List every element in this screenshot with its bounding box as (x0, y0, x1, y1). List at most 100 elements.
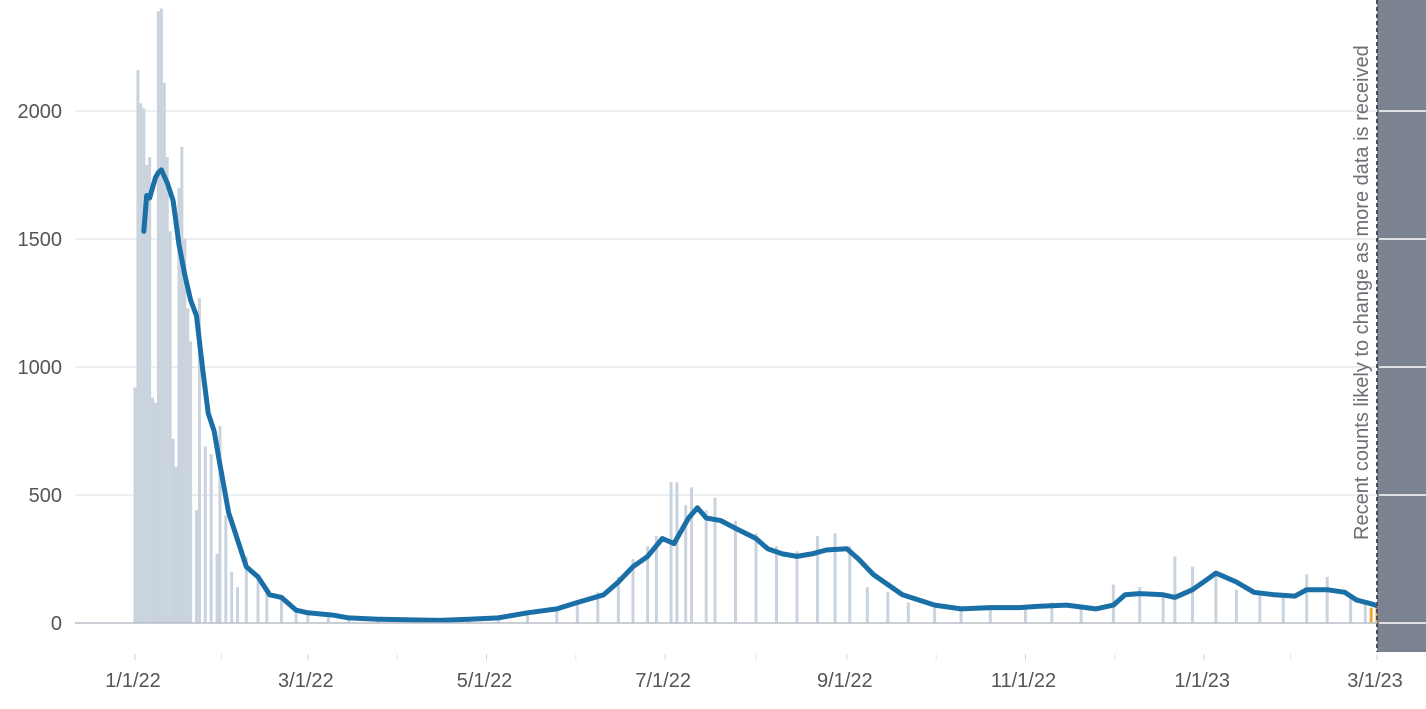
bar (933, 607, 937, 623)
bar (575, 599, 579, 623)
bar (174, 466, 178, 623)
bar (596, 592, 600, 623)
y-tick-label: 1500 (18, 229, 63, 251)
bar (1050, 602, 1054, 623)
x-tick-label: 11/1/22 (991, 670, 1056, 692)
bar (886, 592, 890, 623)
bar (256, 574, 260, 623)
bar (526, 611, 530, 623)
bar (177, 187, 181, 624)
bar (848, 546, 852, 623)
bar (142, 108, 146, 623)
bar (279, 599, 283, 623)
bar (265, 587, 269, 623)
recent-bar (1369, 607, 1373, 623)
bar (616, 576, 620, 623)
grid-lines (75, 110, 1426, 496)
bar (1190, 566, 1194, 623)
average-line (141, 167, 1398, 623)
bar (1173, 556, 1177, 623)
bar (1161, 594, 1165, 623)
bar (675, 482, 679, 623)
bar (959, 608, 963, 623)
bar (646, 546, 650, 623)
bar (151, 397, 155, 623)
bar (180, 146, 184, 623)
bar (139, 103, 143, 623)
bar (795, 551, 799, 623)
bar (704, 510, 708, 623)
bar (186, 308, 190, 623)
bar (183, 239, 187, 623)
x-tick-label: 5/1/22 (457, 670, 513, 692)
bar (865, 587, 869, 623)
average-line-series (141, 167, 1398, 623)
bar (162, 82, 166, 624)
bar (1138, 587, 1142, 623)
bar (988, 607, 992, 623)
bar (1023, 605, 1027, 623)
bar (654, 535, 658, 623)
bar (224, 515, 228, 623)
bar (197, 297, 201, 623)
bar (1363, 602, 1367, 623)
bar (690, 487, 694, 623)
bar (165, 157, 169, 623)
bar (209, 454, 213, 623)
bar (1305, 574, 1309, 623)
bar (218, 425, 222, 623)
bar (1079, 607, 1083, 623)
bar (1325, 576, 1329, 623)
x-tick-label: 1/1/23 (1174, 670, 1230, 692)
bar (168, 231, 172, 623)
bar (347, 617, 351, 623)
bar (306, 612, 310, 623)
bar (156, 11, 160, 624)
y-tick-label: 0 (51, 613, 62, 635)
bar (244, 556, 248, 623)
bar (1281, 594, 1285, 623)
x-tick-label: 9/1/22 (817, 670, 873, 692)
bar (754, 533, 758, 623)
bar (203, 446, 207, 623)
bar (631, 559, 635, 623)
x-tick-label: 1/1/22 (105, 670, 161, 692)
x-tick-label: 7/1/22 (635, 670, 691, 692)
shade-band (1377, 0, 1426, 652)
bar (159, 8, 163, 624)
bar (733, 520, 737, 623)
bar (171, 438, 175, 623)
bar (775, 546, 779, 623)
y-tick-label: 2000 (18, 101, 63, 123)
bar (133, 387, 137, 623)
x-tick-label: 3/1/22 (278, 670, 334, 692)
x-tick-label: 3/1/23 (1347, 670, 1403, 692)
bar (1234, 589, 1238, 623)
bar (215, 553, 219, 623)
recent-data-shade (1376, 0, 1426, 652)
y-tick-label: 1000 (18, 357, 63, 379)
recent-data-annotation: Recent counts likely to change as more d… (1351, 45, 1373, 540)
bar-series (133, 8, 1367, 624)
bar (294, 610, 298, 623)
bar (136, 70, 140, 624)
bar (816, 535, 820, 623)
bar (555, 607, 559, 623)
bar (906, 602, 910, 623)
bar (195, 510, 199, 623)
bar (1214, 571, 1218, 623)
bar (145, 164, 149, 623)
y-tick-label: 500 (29, 485, 62, 507)
bar (669, 482, 673, 623)
axes: 0 500 1000 1500 2000 1/1/22 3/1/22 5/1/22 7/1/22… (18, 101, 1403, 692)
bar (230, 571, 234, 623)
bar (1349, 597, 1353, 623)
bar (148, 157, 152, 623)
bar (154, 402, 158, 623)
bar (236, 587, 240, 623)
bar (713, 497, 717, 623)
bar (684, 505, 688, 623)
bar (326, 615, 330, 623)
